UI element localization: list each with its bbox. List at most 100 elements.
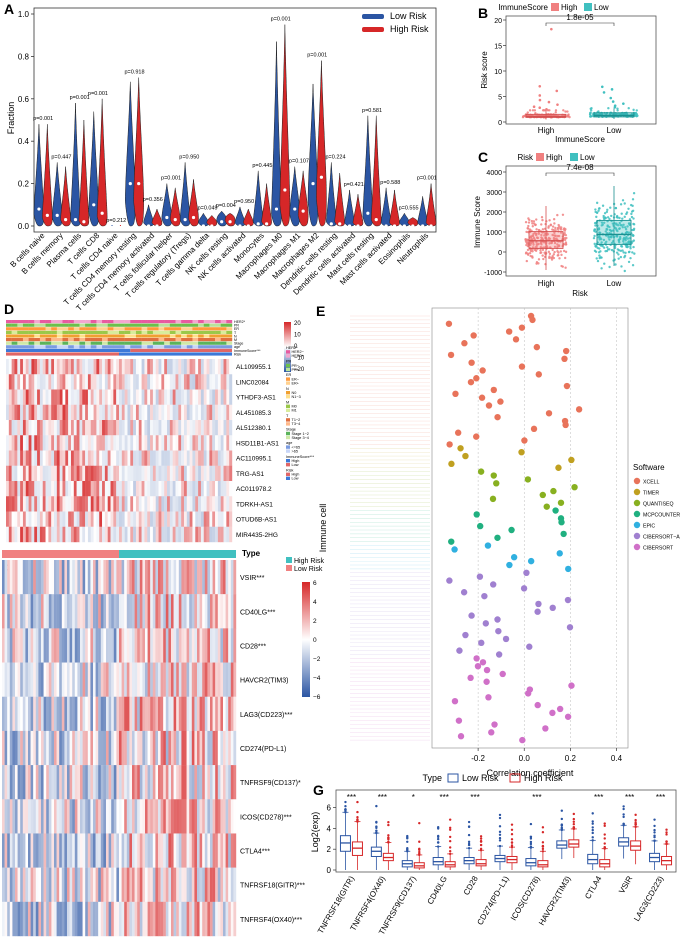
outlier-point bbox=[622, 807, 625, 811]
heat-cell bbox=[199, 901, 203, 937]
heat-cell bbox=[99, 526, 103, 543]
jitter-point bbox=[547, 226, 550, 229]
heat-cell bbox=[51, 420, 55, 436]
heat-cell bbox=[96, 435, 100, 451]
track-segment bbox=[203, 345, 210, 349]
heat-cell bbox=[137, 628, 140, 663]
legend-item: PR− bbox=[292, 364, 300, 368]
heat-cell bbox=[212, 662, 216, 697]
track-segment bbox=[22, 341, 29, 345]
heat-cell bbox=[12, 901, 16, 937]
heat-cell bbox=[35, 833, 39, 868]
jitter-point bbox=[595, 257, 598, 260]
heat-cell bbox=[137, 799, 140, 834]
heat-cell bbox=[155, 404, 159, 421]
track-segment bbox=[79, 323, 86, 327]
heat-cell bbox=[186, 481, 190, 497]
heat-cell bbox=[106, 833, 109, 868]
heat-cell bbox=[46, 730, 49, 766]
ytick-label: 0 bbox=[498, 250, 502, 257]
heat-cell bbox=[64, 833, 68, 868]
heat-cell bbox=[150, 374, 154, 390]
heat-cell bbox=[42, 389, 46, 405]
track-segment bbox=[107, 338, 114, 342]
heat-cell bbox=[195, 420, 199, 436]
heat-cell bbox=[35, 901, 39, 937]
heat-cell bbox=[220, 435, 224, 451]
heat-cell bbox=[68, 450, 72, 466]
heat-cell bbox=[15, 696, 18, 732]
heat-cell bbox=[80, 765, 83, 800]
heat-cell bbox=[172, 435, 176, 451]
outlier-point bbox=[498, 833, 502, 836]
jitter-point bbox=[589, 115, 592, 118]
heat-cell bbox=[226, 404, 230, 421]
heat-cell bbox=[111, 662, 114, 697]
heat-cell bbox=[15, 901, 18, 937]
heat-cell bbox=[150, 696, 153, 732]
heat-cell bbox=[45, 450, 49, 466]
panel-b-ylabel: Risk score bbox=[480, 51, 489, 89]
heat-cell bbox=[173, 799, 177, 834]
heat-cell bbox=[62, 481, 66, 497]
heat-cell bbox=[17, 901, 21, 937]
heat-cell bbox=[59, 867, 62, 903]
panel-e-xlabel: Correlation coefficient bbox=[487, 768, 574, 778]
jitter-point bbox=[617, 257, 620, 260]
track-segment bbox=[198, 334, 204, 338]
software-label: XCELL bbox=[643, 480, 660, 486]
heat-cell bbox=[98, 696, 101, 732]
heat-cell bbox=[54, 511, 58, 527]
heat-cell bbox=[116, 465, 120, 482]
track-segment bbox=[192, 327, 199, 331]
heat-cell bbox=[54, 496, 58, 512]
heat-cell bbox=[104, 481, 108, 497]
heat-cell bbox=[100, 628, 104, 663]
jitter-point bbox=[605, 249, 609, 253]
heat-cell bbox=[22, 389, 26, 405]
jitter-point bbox=[598, 231, 602, 235]
heat-cell bbox=[119, 404, 123, 421]
heat-cell bbox=[6, 435, 10, 451]
heat-cell bbox=[150, 765, 153, 800]
heat-cell bbox=[4, 867, 8, 903]
heat-cell bbox=[230, 799, 234, 834]
jitter-point bbox=[553, 250, 556, 254]
heat-cell bbox=[223, 481, 227, 497]
heat-cell bbox=[158, 450, 162, 466]
heat-cell bbox=[212, 799, 216, 834]
track-segment bbox=[39, 320, 46, 324]
heat-cell bbox=[22, 696, 26, 732]
jitter-point bbox=[563, 232, 566, 235]
heat-cell bbox=[17, 511, 21, 527]
outlier-point bbox=[653, 818, 656, 821]
track-segment bbox=[169, 323, 176, 327]
heat-cell bbox=[33, 799, 36, 834]
heat-cell bbox=[17, 359, 21, 375]
heat-cell bbox=[206, 450, 210, 466]
heat-cell bbox=[93, 765, 96, 800]
heat-cell bbox=[87, 389, 91, 405]
heat-cell bbox=[210, 901, 213, 937]
heat-cell bbox=[217, 662, 221, 697]
track-segment bbox=[6, 327, 12, 331]
outlier-point bbox=[538, 85, 542, 88]
heat-cell bbox=[133, 526, 137, 543]
heat-cell bbox=[155, 526, 159, 543]
heat-cell bbox=[165, 560, 169, 595]
heat-cell bbox=[51, 359, 55, 375]
heat-cell bbox=[7, 594, 10, 629]
track-segment bbox=[34, 320, 41, 324]
heat-cell bbox=[215, 496, 219, 512]
legend-swatch bbox=[286, 381, 290, 385]
heat-cell bbox=[82, 730, 86, 766]
heat-cell bbox=[95, 662, 99, 697]
heat-cell bbox=[110, 359, 114, 375]
heat-cell bbox=[45, 511, 49, 527]
point-xcell bbox=[478, 394, 486, 401]
heat-cell bbox=[116, 799, 120, 834]
panel-d-annotation-tracks bbox=[6, 320, 233, 356]
heat-cell bbox=[25, 404, 29, 421]
track-label: PR bbox=[234, 324, 239, 328]
heat-cell bbox=[145, 730, 148, 766]
